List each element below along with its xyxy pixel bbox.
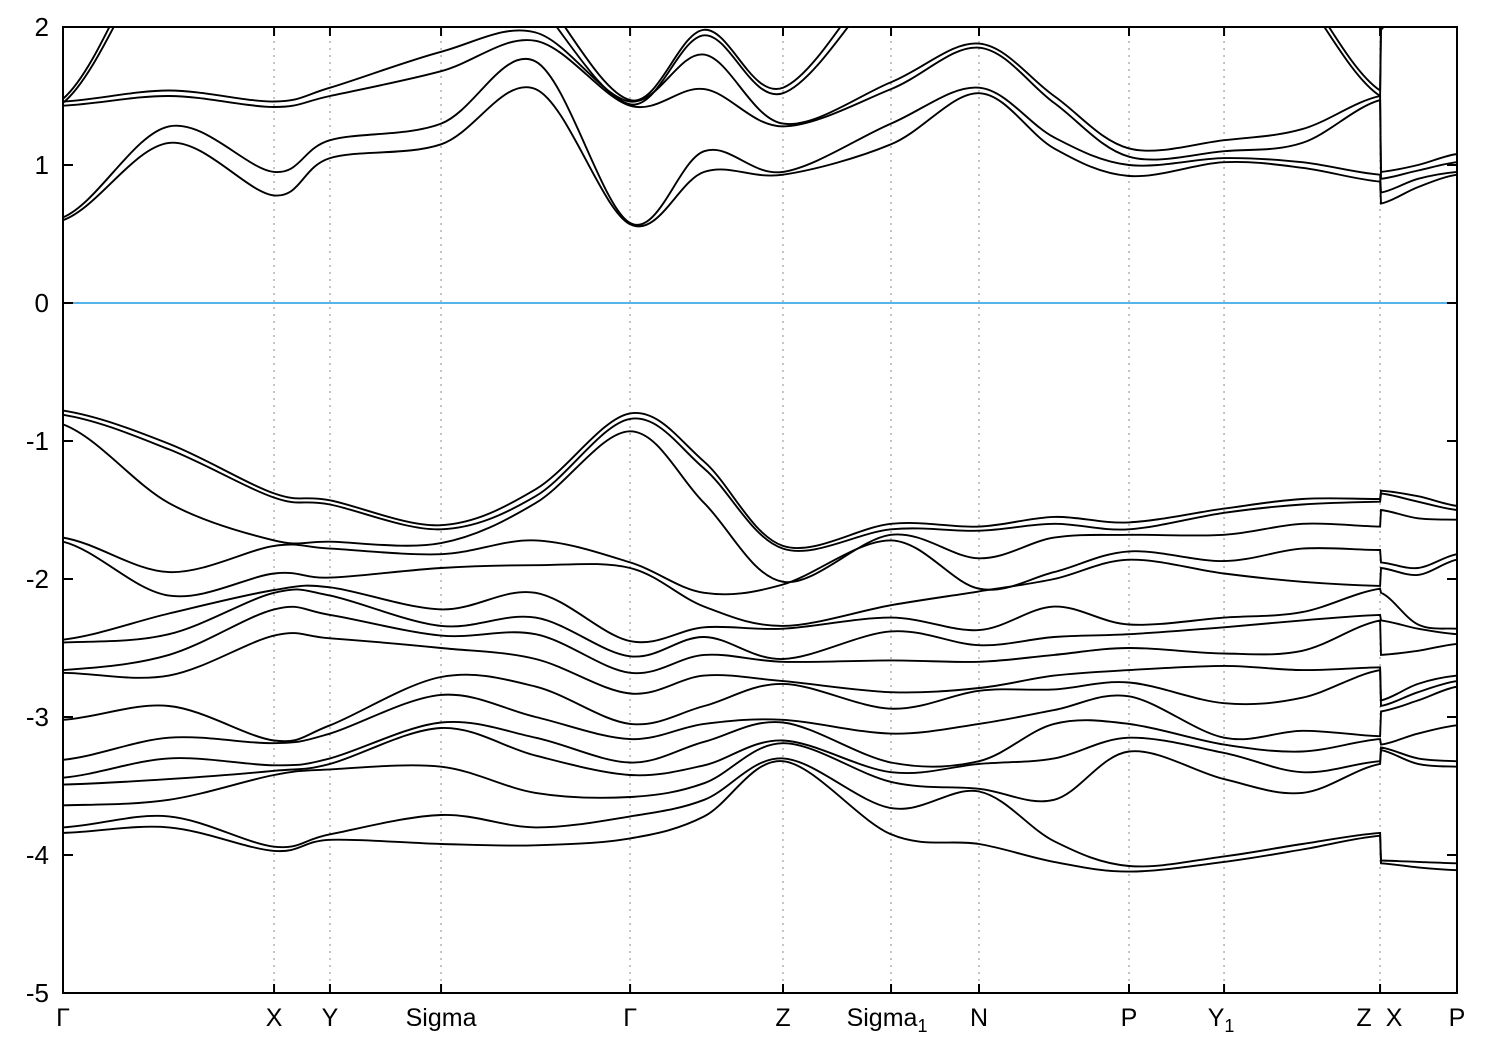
y-tick-label: -5 [26, 978, 49, 1008]
band-line-valence_9 [63, 632, 1457, 702]
y-tick-label: -3 [26, 702, 49, 732]
band-line-valence_6 [63, 584, 1457, 644]
band-line-conduction_6 [63, 86, 1457, 228]
band-line-valence_5 [63, 540, 1457, 627]
band-line-conduction_3 [63, 29, 1457, 173]
x-label-γ: Γ [623, 1004, 637, 1032]
band-lines [63, 27, 1457, 873]
band-line-conduction_4 [63, 39, 1457, 180]
band-line-valence_10 [63, 668, 1457, 743]
x-label-z: Z [775, 1004, 790, 1032]
band-line-conduction_5 [63, 58, 1457, 226]
x-label-p: P [1449, 1004, 1466, 1032]
band-line-valence_2 [63, 413, 1457, 552]
band-line-valence_1 [63, 409, 1457, 549]
x-label-sigma: Sigma [406, 1004, 477, 1032]
band-line-conduction_1 [63, 27, 1382, 102]
y-tick-label: -4 [26, 840, 49, 870]
band-line-conduction_2 [63, 27, 1385, 106]
y-tick-label: 0 [35, 288, 49, 318]
x-label-p: P [1121, 1004, 1138, 1032]
band-line-valence_7 [63, 588, 1457, 660]
y-tick-label: -1 [26, 426, 49, 456]
y-tick-label: 2 [35, 12, 49, 42]
x-label-n: N [970, 1004, 988, 1032]
x-label-y1: Y1 [1208, 1004, 1235, 1036]
x-label-x: X [266, 1004, 283, 1032]
band-line-valence_12 [63, 719, 1457, 779]
band-line-valence_16 [63, 760, 1457, 873]
plot-border [62, 26, 1458, 994]
band-line-valence_15 [63, 757, 1457, 868]
band-line-valence_3 [63, 423, 1457, 583]
x-label-z: Z [1356, 1004, 1371, 1032]
band-line-valence_13 [63, 727, 1457, 786]
x-label-γ: Γ [56, 1004, 70, 1032]
band-line-valence_14 [63, 742, 1457, 807]
band-line-valence_4 [63, 536, 1457, 596]
x-label-y: Y [322, 1004, 339, 1032]
x-label-x: X [1386, 1004, 1403, 1032]
x-label-sigma1: Sigma1 [847, 1004, 928, 1036]
band-line-valence_8 [63, 605, 1457, 675]
band-line-valence_11 [63, 685, 1457, 761]
y-tick-label: 1 [35, 150, 49, 180]
y-tick-label: -2 [26, 564, 49, 594]
